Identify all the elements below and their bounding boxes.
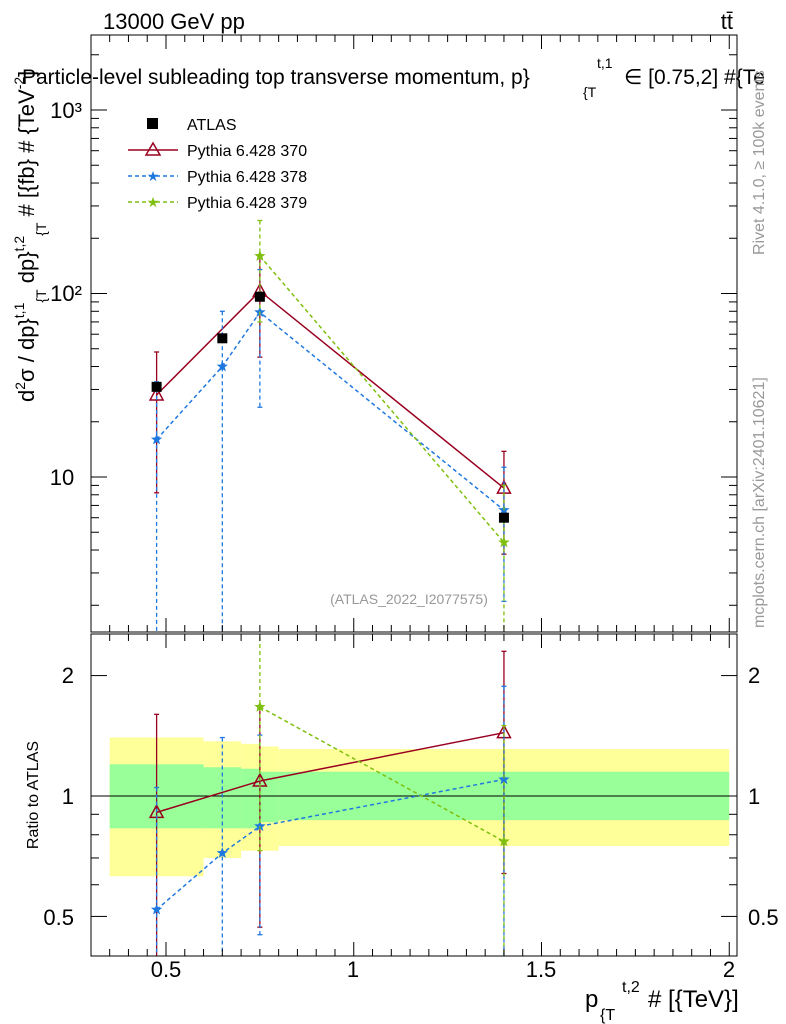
main-point-py378-1 [216, 360, 228, 372]
main-point-atlas-3 [498, 512, 509, 523]
y-axis-title-main: d2σ / dp}t,1{T dp}t,2{T # [{fb} # {TeV-2… [11, 71, 49, 402]
legend-marker-atlas [147, 118, 158, 129]
ratio-panel-content [91, 634, 737, 956]
ratio-point-py378-3 [498, 773, 510, 785]
x-tick-label-2: 2 [723, 957, 735, 982]
plot-title-sup: t,1 [597, 55, 613, 71]
main-line-py379 [259, 255, 505, 543]
legend-marker-py378: ★ [147, 168, 160, 184]
legend-entry-py370: Pythia 6.428 370 [128, 141, 307, 160]
legend: ATLAS Pythia 6.428 370 ★ Pythia 6.428 37… [128, 117, 307, 212]
axis-ticks [91, 35, 737, 956]
ratio-tick-label-right-2: 2 [748, 663, 760, 688]
y-tick-label-10: 10 [50, 465, 74, 490]
legend-label-py378: Pythia 6.428 378 [187, 169, 307, 186]
y-axis-title-ratio: Ratio to ATLAS [25, 741, 42, 849]
plot-title: Particle-level subleading top transverse… [22, 55, 765, 100]
ratio-tick-label-1: 1 [62, 784, 74, 809]
legend-label-py379: Pythia 6.428 379 [187, 195, 307, 212]
x-axis-title-sup: t,2 [622, 979, 640, 996]
ratio-line-py378 [156, 778, 505, 911]
y-tick-label-1000: 10³ [50, 98, 82, 123]
main-point-py370-0 [148, 386, 165, 401]
legend-label-py370: Pythia 6.428 370 [187, 143, 307, 160]
main-point-py379-0 [254, 250, 266, 261]
legend-label-atlas: ATLAS [187, 117, 237, 134]
process-label: tt̄ [721, 9, 733, 34]
x-axis-title-main: p [585, 986, 598, 1013]
legend-entry-atlas: ATLAS [147, 117, 237, 134]
y-tick-label-100: 10² [50, 281, 82, 306]
main-point-atlas-0 [151, 381, 162, 392]
x-axis-title: p {T t,2 # [{TeV}] [585, 979, 739, 1024]
legend-marker-py379: ★ [147, 194, 160, 210]
mcplots-label: mcplots.cern.ch [arXiv:2401.10621] [751, 377, 768, 628]
ratio-tick-label-0.5: 0.5 [43, 905, 74, 930]
x-tick-label-1: 1 [347, 957, 359, 982]
main-line-py378 [156, 311, 505, 511]
x-axis-title-tail: # [{TeV}] [648, 986, 739, 1013]
legend-entry-py378: ★ Pythia 6.428 378 [128, 168, 307, 186]
main-point-atlas-2 [254, 291, 265, 302]
main-point-py379-1 [498, 536, 510, 548]
ratio-point-py378-2 [254, 820, 266, 832]
plot-title-tail: ∈ [0.75,2] #{Te [624, 66, 765, 89]
x-tick-label-1.5: 1.5 [526, 957, 557, 982]
main-point-py378-0 [150, 433, 163, 445]
legend-entry-py379: ★ Pythia 6.428 379 [128, 194, 307, 212]
main-point-atlas-1 [217, 333, 228, 344]
ratio-band-inner-3 [259, 771, 279, 823]
main-panel-frame [90, 34, 738, 633]
ratio-tick-label-2: 2 [62, 663, 74, 688]
rivet-version-label: Rivet 4.1.0, ≥ 100k events [751, 70, 768, 255]
ratio-tick-label-right-1: 1 [748, 784, 760, 809]
plot-title-main: Particle-level subleading top transverse… [22, 66, 530, 89]
ratio-point-py379-0 [254, 700, 266, 712]
ratio-tick-label-right-0.5: 0.5 [748, 905, 779, 930]
energy-label: 13000 GeV pp [103, 9, 245, 34]
legend-marker-py370 [144, 141, 162, 156]
x-tick-label-0.5: 0.5 [151, 957, 182, 982]
ratio-panel-frame [90, 633, 738, 957]
ratio-point-py378-0 [150, 903, 163, 915]
ratio-point-py379-1 [498, 835, 510, 847]
main-panel-content [148, 219, 512, 632]
analysis-watermark: (ATLAS_2022_I2077575) [330, 591, 488, 607]
x-axis-title-sub: {T [600, 1007, 615, 1024]
main-line-py370 [156, 290, 505, 489]
ratio-line-py379 [259, 706, 505, 843]
ratio-point-py378-1 [216, 847, 228, 858]
plot-title-sub: {T [583, 84, 597, 100]
